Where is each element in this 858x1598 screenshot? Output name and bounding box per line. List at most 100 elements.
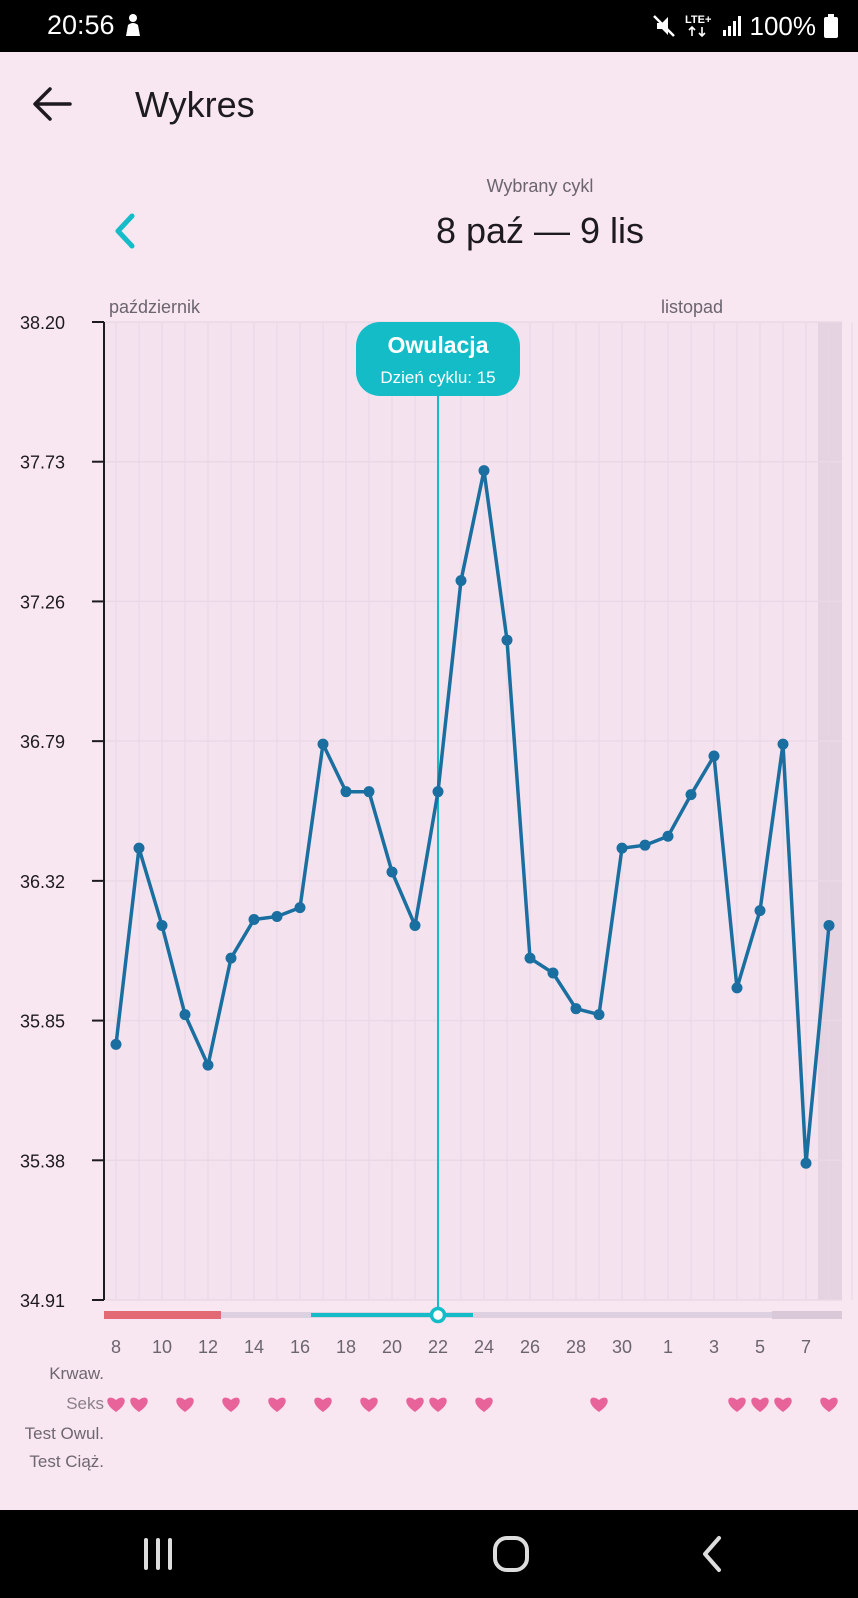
ovulation-tooltip: Owulacja Dzień cyklu: 15 — [356, 322, 520, 396]
temperature-point — [202, 1059, 214, 1071]
x-tick-label: 12 — [198, 1337, 218, 1357]
temperature-point — [271, 911, 283, 923]
temperature-point — [662, 830, 674, 842]
status-bar: 20:56 LTE+ 100% — [0, 0, 858, 52]
temperature-point — [409, 919, 421, 931]
cycle-caption: Wybrany cykl — [486, 176, 594, 196]
page-title: Wykres — [135, 84, 255, 125]
recent-apps-icon[interactable] — [128, 1528, 188, 1580]
status-time: 20:56 — [47, 10, 115, 40]
ovulation-tooltip-subtitle: Dzień cyklu: 15 — [380, 368, 495, 387]
y-tick-label: 38.20 — [20, 313, 65, 333]
heart-icon — [728, 1397, 746, 1412]
temperature-point — [386, 866, 398, 878]
temperature-point — [823, 919, 835, 931]
row-label-sex: Seks — [66, 1394, 104, 1413]
heart-icon — [429, 1397, 447, 1412]
temperature-point — [225, 952, 237, 964]
row-label-ovulation-test: Test Owul. — [24, 1424, 104, 1443]
row-label-pregnancy-test: Test Ciąż. — [29, 1452, 104, 1471]
y-tick-label: 36.32 — [20, 872, 65, 892]
temperature-point — [294, 902, 306, 914]
y-tick-label: 35.85 — [20, 1012, 65, 1032]
x-tick-label: 16 — [290, 1337, 310, 1357]
temperature-point — [616, 842, 628, 854]
ovulation-day-marker — [429, 1306, 447, 1324]
temperature-point — [363, 786, 375, 798]
x-tick-label: 1 — [663, 1337, 673, 1357]
arrow-left-icon[interactable] — [30, 84, 74, 124]
heart-icon — [406, 1397, 424, 1412]
temperature-point — [179, 1009, 191, 1021]
temperature-point — [156, 919, 168, 931]
home-icon[interactable] — [481, 1528, 541, 1580]
navigation-bar — [0, 1510, 858, 1598]
ovulation-tooltip-bg — [356, 322, 520, 396]
temperature-point — [133, 842, 145, 854]
temperature-series-line — [114, 468, 831, 1166]
y-tick-label: 36.79 — [20, 732, 65, 752]
temperature-point — [639, 839, 651, 851]
temperature-point — [777, 738, 789, 750]
x-tick-label: 20 — [382, 1337, 402, 1357]
back-icon[interactable] — [683, 1528, 743, 1580]
battery-percent: 100% — [749, 10, 817, 41]
x-tick-label: 14 — [244, 1337, 264, 1357]
notification-icon — [126, 14, 140, 36]
temperature-point — [708, 750, 720, 762]
fertile-window-bar — [311, 1313, 473, 1317]
ovulation-tooltip-title: Owulacja — [388, 332, 489, 358]
temperature-point — [432, 786, 444, 798]
temperature-point — [685, 789, 697, 801]
bleeding-bar — [104, 1311, 221, 1319]
y-tick-label: 34.91 — [20, 1291, 65, 1311]
plot-area — [104, 322, 842, 1300]
status-icons: LTE+ 100% — [652, 10, 838, 42]
month-label: listopad — [661, 297, 723, 317]
x-tick-label: 3 — [709, 1337, 719, 1357]
mute-icon — [652, 15, 675, 37]
signal-icon — [722, 16, 741, 36]
heart-icon — [360, 1397, 378, 1412]
x-tick-label: 28 — [566, 1337, 586, 1357]
heart-icon — [774, 1397, 792, 1412]
app-bar: Wykres — [0, 52, 858, 156]
chevron-left-icon[interactable] — [104, 208, 144, 254]
temperature-point — [110, 1038, 122, 1050]
temperature-point — [478, 465, 490, 477]
y-tick-label: 37.73 — [20, 453, 65, 473]
future-day-shade — [818, 322, 842, 1300]
battery-icon — [824, 14, 838, 38]
row-label-bleeding: Krwaw. — [49, 1364, 104, 1383]
heart-icon — [107, 1397, 125, 1412]
heart-icon — [475, 1397, 493, 1412]
temperature-chart: 38.20 37.73 37.26 36.79 36.32 35.85 35.38 34.91… — [20, 297, 853, 1412]
x-tick-label: 24 — [474, 1337, 494, 1357]
x-tick-label: 7 — [801, 1337, 811, 1357]
x-tick-label: 8 — [111, 1337, 121, 1357]
x-tick-label: 5 — [755, 1337, 765, 1357]
heart-icon — [751, 1397, 769, 1412]
temperature-point — [501, 634, 513, 646]
cycle-range: 8 paź — 9 lis — [435, 210, 645, 251]
x-tick-label: 22 — [428, 1337, 448, 1357]
y-tick-label: 37.26 — [20, 592, 65, 612]
heart-icon — [590, 1397, 608, 1412]
temperature-point — [731, 982, 743, 994]
x-tick-label: 26 — [520, 1337, 540, 1357]
heart-icon — [130, 1397, 148, 1412]
temperature-point — [754, 905, 766, 917]
lte-icon: LTE+ — [685, 14, 711, 38]
heart-icon — [222, 1397, 240, 1412]
y-tick-label: 35.38 — [20, 1151, 65, 1171]
month-label: październik — [109, 297, 201, 317]
x-tick-label: 30 — [612, 1337, 632, 1357]
lte-label: LTE+ — [685, 14, 711, 26]
heart-icon — [268, 1397, 286, 1412]
temperature-point — [455, 575, 467, 587]
heart-icon — [820, 1397, 838, 1412]
heart-icon — [176, 1397, 194, 1412]
temperature-point — [248, 914, 260, 926]
temperature-point — [524, 952, 536, 964]
temperature-point — [547, 967, 559, 979]
